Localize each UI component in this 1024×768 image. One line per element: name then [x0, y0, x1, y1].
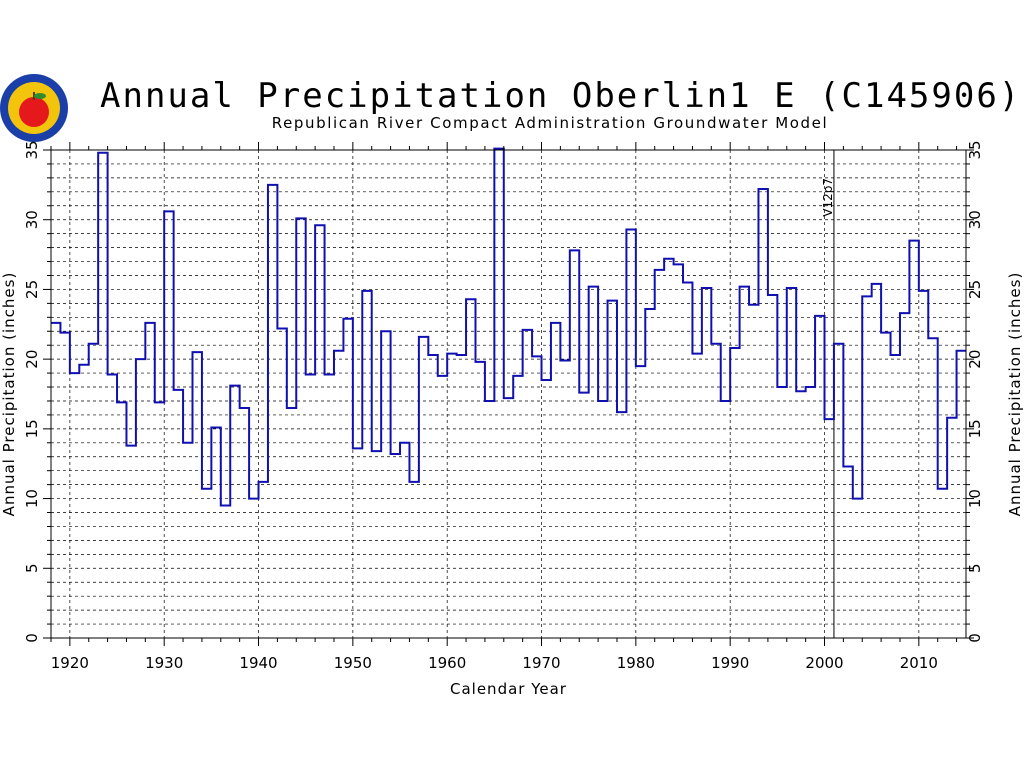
- y-tick-label-right: 30: [966, 210, 984, 229]
- chart-title: Annual Precipitation Oberlin1 E (C145906…: [100, 76, 1022, 116]
- grid-layer: [51, 150, 966, 638]
- y-tick-label-left: 20: [23, 350, 41, 369]
- plot-frame: [50, 149, 967, 639]
- y-tick-label-right: 25: [966, 280, 984, 299]
- y-tick-label-right: 35: [966, 140, 984, 159]
- y-axis-label-left: Annual Precipitation (inches): [0, 272, 18, 517]
- y-tick-label-right: 15: [966, 419, 984, 438]
- y-tick-label-left: 5: [23, 564, 41, 574]
- apple-icon: [19, 97, 49, 127]
- y-tick-label-left: 30: [23, 210, 41, 229]
- y-tick-label-right: 0: [966, 633, 984, 643]
- x-tick-label: 1950: [334, 654, 372, 672]
- chart-subtitle: Republican River Compact Administration …: [271, 114, 829, 132]
- y-tick-label-left: 0: [23, 633, 41, 643]
- y-axis-label-right: Annual Precipitation (inches): [1006, 272, 1024, 517]
- x-tick-label: 1960: [428, 654, 466, 672]
- x-tick-label: 1970: [522, 654, 560, 672]
- x-axis-label: Calendar Year: [450, 680, 567, 698]
- y-tick-label-right: 20: [966, 350, 984, 369]
- y-tick-label-right: 10: [966, 489, 984, 508]
- x-tick-label: 1990: [711, 654, 749, 672]
- y-tick-label-left: 35: [23, 140, 41, 159]
- y-tick-label-left: 10: [23, 489, 41, 508]
- tick-layer: 1920 1930 1940 1950 1960 1970 1980 1990 2000 2010…: [23, 140, 984, 672]
- x-tick-label: 1920: [51, 654, 89, 672]
- rrca-seal-icon: [0, 74, 68, 142]
- series-layer: [51, 147, 966, 507]
- x-tick-label: 1980: [617, 654, 655, 672]
- y-tick-label-left: 25: [23, 280, 41, 299]
- x-tick-label: 1940: [239, 654, 277, 672]
- precipitation-step-line: [51, 147, 966, 507]
- x-tick-label: 2000: [805, 654, 843, 672]
- version-marker-label: V12p7: [821, 178, 835, 217]
- y-tick-label-left: 15: [23, 419, 41, 438]
- x-tick-label: 1930: [145, 654, 183, 672]
- x-tick-label: 2010: [900, 654, 938, 672]
- apple-leaf: [34, 93, 46, 99]
- annotation-layer: V12p7: [821, 150, 835, 638]
- y-tick-label-right: 5: [966, 564, 984, 574]
